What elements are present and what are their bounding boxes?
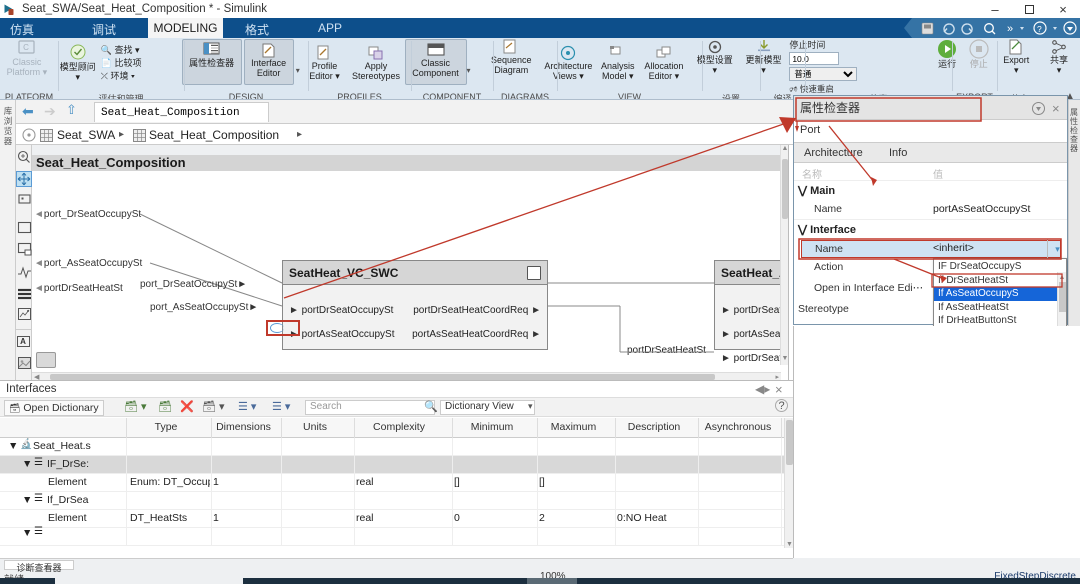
svg-text:»: » xyxy=(1007,23,1013,35)
svg-text:port_DrSeatOccupySt►: port_DrSeatOccupySt► xyxy=(140,279,247,290)
svg-text:C: C xyxy=(23,43,29,52)
svg-text:port_AsSeatOccupySt►: port_AsSeatOccupySt► xyxy=(150,302,258,313)
svg-text:?: ? xyxy=(1037,24,1042,34)
